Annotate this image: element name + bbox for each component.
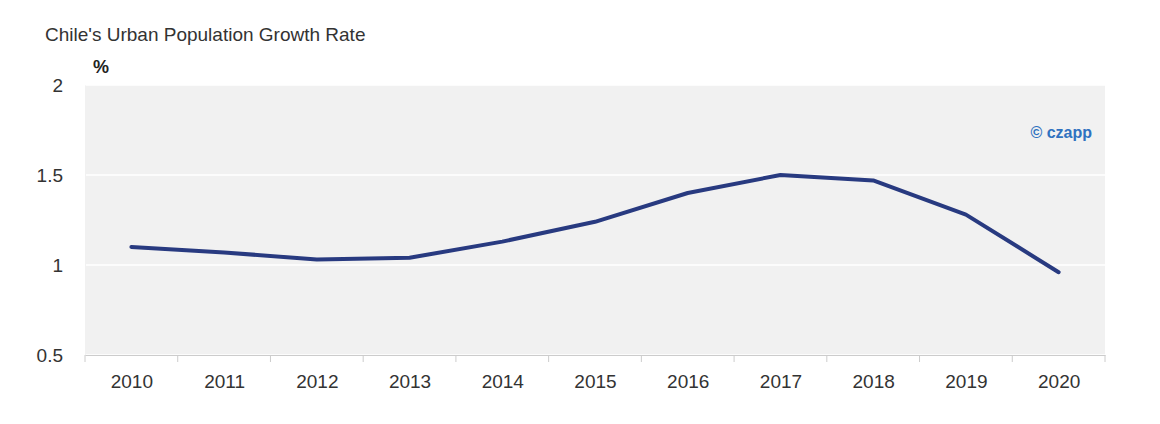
grid-line <box>85 174 1105 176</box>
x-tick-label: 2018 <box>853 371 895 392</box>
y-tick-label: 2 <box>52 75 63 96</box>
x-tick-label: 2012 <box>296 371 338 392</box>
y-axis-label: % <box>93 57 109 77</box>
x-tick: 2010 <box>111 355 153 392</box>
chart: 0.5 1 1.5 2 2010 2011 2012 2013 2014 2015 2016 2017… <box>0 0 1160 424</box>
y-tick-label: 1 <box>52 255 63 276</box>
grid <box>85 85 1105 355</box>
x-separator <box>363 355 364 362</box>
x-tick: 2012 <box>296 355 338 392</box>
x-separator <box>85 355 86 362</box>
x-separator <box>177 355 178 362</box>
x-tick: 2020 <box>1038 355 1080 392</box>
series <box>131 175 1058 272</box>
y-axis-line <box>85 86 86 356</box>
x-separator <box>734 355 735 362</box>
y-axis: 0.5 1 1.5 2 <box>37 75 86 366</box>
x-axis-line <box>86 355 1106 356</box>
x-tick: 2015 <box>574 355 616 392</box>
watermark: © czapp <box>1030 124 1092 141</box>
y-tick: 2 <box>52 75 85 96</box>
title: Chile's Urban Population Growth Rate <box>45 24 365 45</box>
x-tick-label: 2020 <box>1038 371 1080 392</box>
x-tick-label: 2011 <box>204 371 245 392</box>
x-separator <box>1105 355 1106 362</box>
x-separator <box>455 355 456 362</box>
x-tick-label: 2016 <box>667 371 709 392</box>
x-tick-label: 2014 <box>482 371 525 392</box>
x-tick: 2014 <box>482 355 525 392</box>
line <box>131 175 1058 272</box>
x-separator <box>919 355 920 362</box>
x-tick: 2018 <box>853 355 895 392</box>
x-separator <box>270 355 271 362</box>
x-tick: 2017 <box>760 355 802 392</box>
y-tick: 0.5 <box>37 345 85 366</box>
x-tick-label: 2010 <box>111 371 153 392</box>
x-tick: 2016 <box>667 355 709 392</box>
y-tick: 1 <box>52 255 85 276</box>
y-tick-label: 0.5 <box>37 345 63 366</box>
x-tick: 2019 <box>945 355 987 392</box>
x-tick-label: 2019 <box>945 371 987 392</box>
x-axis: 2010 2011 2012 2013 2014 2015 2016 2017 2018 2019… <box>86 355 1106 392</box>
x-tick: 2013 <box>389 355 431 392</box>
x-tick-label: 2013 <box>389 371 431 392</box>
grid-line <box>85 354 1105 356</box>
y-tick-label: 1.5 <box>37 165 63 186</box>
x-separator <box>826 355 827 362</box>
plot-background <box>85 85 1105 355</box>
y-tick: 1.5 <box>37 165 85 186</box>
x-separator <box>1012 355 1013 362</box>
x-tick-label: 2017 <box>760 371 802 392</box>
grid-line <box>85 264 1105 266</box>
grid-line <box>85 84 1105 86</box>
x-separator <box>641 355 642 362</box>
x-tick: 2011 <box>204 355 245 392</box>
x-separator <box>548 355 549 362</box>
x-tick-label: 2015 <box>574 371 616 392</box>
